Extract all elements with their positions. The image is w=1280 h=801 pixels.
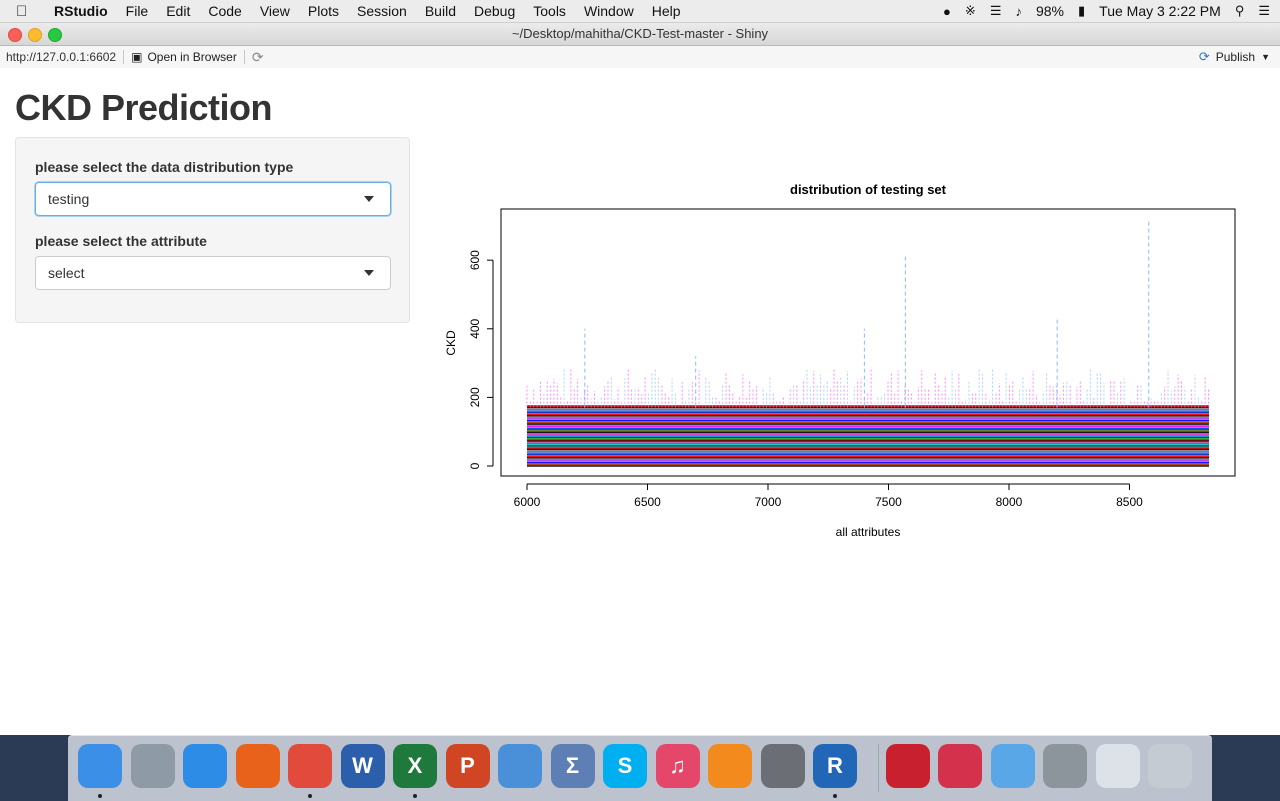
publish-button[interactable]: ⟳ Publish ▼	[1199, 46, 1270, 68]
system-preferences-icon[interactable]	[760, 744, 805, 788]
x-tick-label: 7000	[755, 495, 782, 509]
firefox-icon[interactable]	[235, 744, 280, 788]
finder-icon[interactable]	[78, 744, 122, 788]
x-tick-label: 7500	[875, 495, 902, 509]
running-indicator	[833, 794, 837, 798]
caret-down-icon	[364, 270, 374, 276]
menu-help[interactable]: Help	[651, 3, 681, 19]
safari-icon[interactable]	[183, 744, 227, 788]
chart-title: distribution of testing set	[790, 182, 947, 197]
x-tick-label: 6000	[514, 495, 541, 509]
distribution-type-select[interactable]: testing	[35, 182, 391, 216]
disk-utility-icon[interactable]	[1043, 744, 1087, 788]
y-tick-label: 0	[468, 462, 482, 469]
r-icon[interactable]: R	[813, 744, 857, 788]
menu-bar:  RStudio File Edit Code View Plots Sess…	[0, 0, 1280, 23]
powerpoint-icon[interactable]: P	[445, 744, 490, 788]
menu-file[interactable]: File	[125, 3, 149, 19]
itunes-icon[interactable]: ♫	[655, 744, 700, 788]
battery-percent[interactable]: 98%	[1035, 3, 1064, 19]
trash-icon[interactable]	[1148, 744, 1192, 788]
toolbar-divider	[123, 50, 125, 64]
creative-cloud-icon[interactable]	[885, 744, 930, 788]
viewer-toolbar: http://127.0.0.1:6602 ▣ Open in Browser …	[0, 46, 1280, 69]
dock: W X P Σ S ♫ R	[68, 735, 1212, 801]
keynote-icon[interactable]	[498, 744, 542, 788]
menu-build[interactable]: Build	[424, 3, 456, 19]
chevron-down-icon: ▼	[1261, 52, 1270, 62]
x-tick-label: 8000	[996, 495, 1023, 509]
running-indicator	[308, 794, 312, 798]
y-tick-label: 200	[468, 387, 482, 407]
open-in-browser-button[interactable]: ▣ Open in Browser	[131, 50, 237, 64]
clock[interactable]: Tue May 3 2:22 PM	[1099, 3, 1221, 19]
spotlight-search-icon[interactable]: ⚲	[1234, 3, 1245, 18]
minimize-window-button[interactable]	[28, 28, 42, 42]
open-in-browser-label: Open in Browser	[147, 50, 237, 64]
menu-window[interactable]: Window	[583, 3, 634, 19]
running-indicator	[413, 794, 417, 798]
x-axis-label: all attributes	[836, 525, 901, 539]
y-axis: 0 200 400 600	[468, 250, 494, 469]
close-window-button[interactable]	[8, 28, 22, 42]
url-display: http://127.0.0.1:6602	[6, 50, 117, 64]
menu-app-name[interactable]: RStudio	[54, 3, 108, 19]
menu-tools[interactable]: Tools	[533, 3, 566, 19]
browser-window-icon: ▣	[131, 50, 143, 64]
menu-plots[interactable]: Plots	[307, 3, 340, 19]
x-tick-label: 8500	[1116, 495, 1143, 509]
page-title: CKD Prediction	[15, 87, 273, 128]
bluetooth-icon[interactable]: ※	[964, 3, 976, 18]
word-icon[interactable]: W	[340, 744, 385, 788]
chrome-icon[interactable]	[288, 744, 332, 788]
attribute-value: select	[48, 265, 85, 281]
plot-frame	[500, 208, 1236, 477]
chrome-window-icon[interactable]	[1095, 744, 1140, 788]
apple-icon[interactable]: 	[16, 3, 36, 20]
plot-series	[526, 219, 1210, 467]
wifi-icon[interactable]: ☰	[989, 3, 1002, 18]
caret-down-icon	[364, 196, 374, 202]
maximize-window-button[interactable]	[48, 28, 62, 42]
skype-icon[interactable]: S	[603, 744, 647, 788]
toolbar-divider	[243, 50, 245, 64]
publish-icon: ⟳	[1198, 49, 1210, 64]
shiny-window: ~/Desktop/mahitha/CKD-Test-master - Shin…	[0, 23, 1280, 735]
photo-booth-icon[interactable]	[938, 744, 982, 788]
attribute-select[interactable]: select	[35, 256, 391, 290]
launchpad-icon[interactable]	[130, 744, 175, 788]
distribution-type-value: testing	[48, 191, 90, 207]
y-tick-label: 400	[468, 318, 482, 338]
y-axis-label: CKD	[444, 330, 458, 356]
notification-center-icon[interactable]: ☰	[1258, 3, 1270, 18]
vlc-icon[interactable]	[708, 744, 752, 788]
excel-icon[interactable]: X	[393, 744, 437, 788]
dock-separator	[878, 744, 879, 792]
volume-icon[interactable]: ♪	[1015, 3, 1022, 19]
menu-code[interactable]: Code	[208, 3, 242, 19]
battery-icon[interactable]: ▮	[1078, 3, 1086, 18]
distribution-plot: distribution of testing set 6000 6500 7000…	[444, 182, 1236, 539]
menu-view[interactable]: View	[259, 3, 290, 19]
sidebar-panel: please select the data distribution type…	[15, 137, 410, 323]
running-indicator	[98, 794, 102, 798]
reload-icon[interactable]: ⟳	[251, 48, 264, 65]
menu-edit[interactable]: Edit	[166, 3, 191, 19]
paw-icon[interactable]: ●	[943, 3, 951, 19]
calculator-icon[interactable]: Σ	[550, 744, 595, 788]
publish-label: Publish	[1215, 50, 1256, 64]
y-tick-label: 600	[468, 250, 482, 270]
menu-debug[interactable]: Debug	[473, 3, 516, 19]
attribute-label: please select the attribute	[35, 233, 207, 249]
shiny-app-page: CKD Prediction please select the data di…	[0, 68, 1280, 735]
downloads-folder-icon[interactable]	[990, 744, 1035, 788]
window-title: ~/Desktop/mahitha/CKD-Test-master - Shin…	[511, 26, 769, 41]
window-titlebar[interactable]: ~/Desktop/mahitha/CKD-Test-master - Shin…	[0, 23, 1280, 46]
distribution-type-label: please select the data distribution type	[35, 159, 294, 175]
x-tick-label: 6500	[634, 495, 661, 509]
x-axis: 6000 6500 7000 7500 8000 8500	[514, 483, 1143, 509]
menu-session[interactable]: Session	[357, 3, 407, 19]
